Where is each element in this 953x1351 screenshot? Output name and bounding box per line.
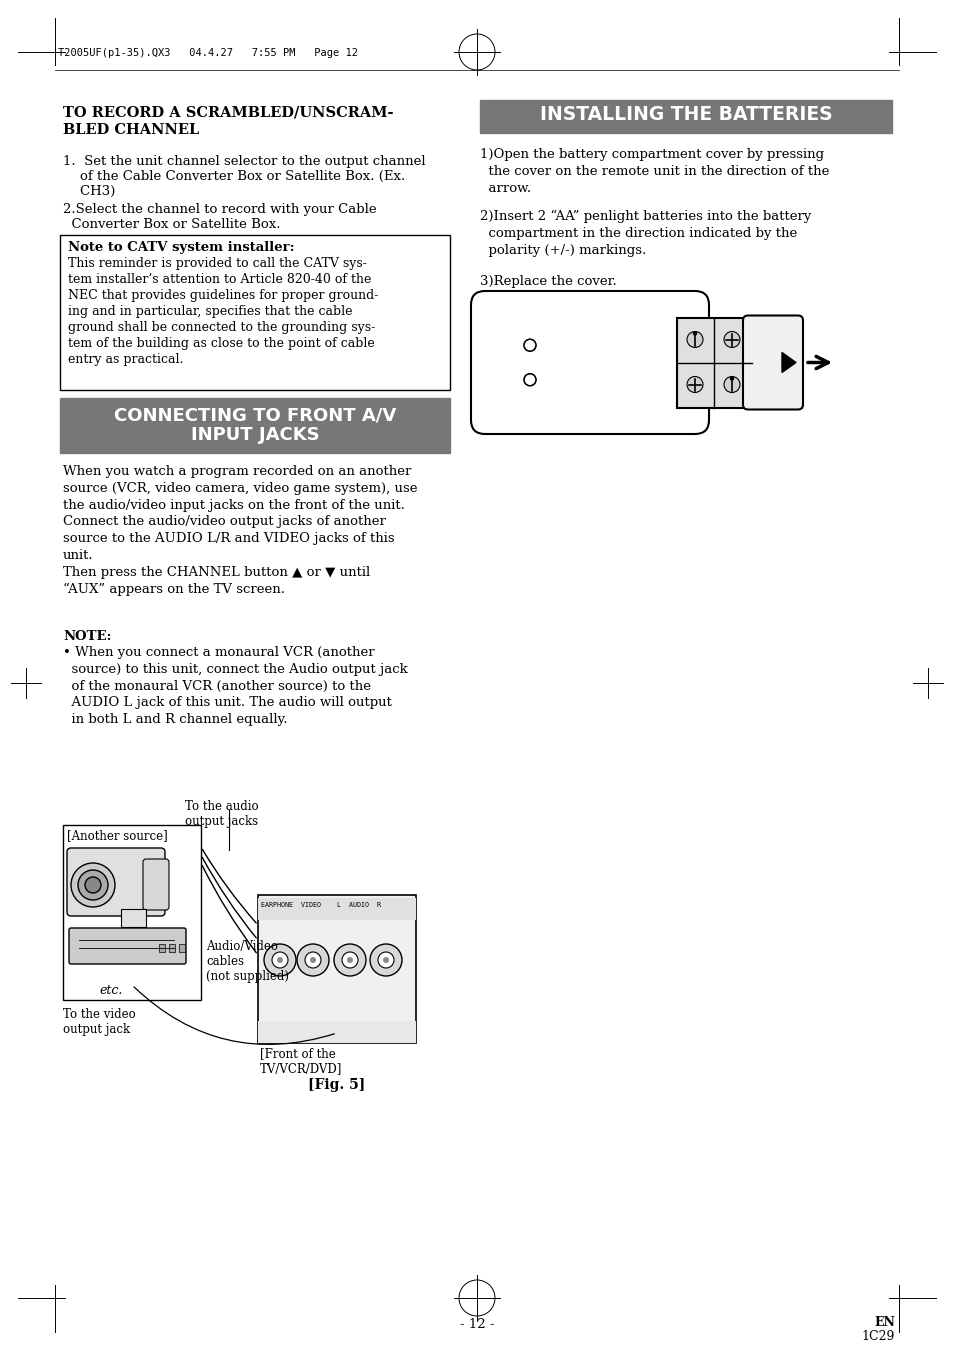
Text: ground shall be connected to the grounding sys-: ground shall be connected to the groundi… [68, 322, 375, 334]
Bar [479, 100, 891, 132]
Text: EARPHONE  VIDEO    L  AUDIO  R: EARPHONE VIDEO L AUDIO R [261, 902, 380, 908]
Text: TO RECORD A SCRAMBLED/UNSCRAM-
BLED CHANNEL: TO RECORD A SCRAMBLED/UNSCRAM- BLED CHAN… [63, 105, 393, 136]
Bar [63, 825, 201, 1000]
Text: ing and in particular, specifies that the cable: ing and in particular, specifies that th… [68, 305, 352, 317]
Circle shape [693, 332, 696, 335]
Circle shape [334, 944, 366, 975]
Text: [Another source]: [Another source] [67, 830, 168, 842]
Bar [257, 898, 416, 920]
Circle shape [523, 374, 536, 386]
Circle shape [85, 877, 101, 893]
Text: Note to CATV system installer:: Note to CATV system installer: [68, 240, 294, 254]
Circle shape [272, 952, 288, 969]
Circle shape [310, 957, 315, 963]
Text: [Front of the
TV/VCR/DVD]: [Front of the TV/VCR/DVD] [260, 1047, 342, 1075]
Text: Converter Box or Satellite Box.: Converter Box or Satellite Box. [63, 218, 280, 231]
Text: CONNECTING TO FRONT A/V: CONNECTING TO FRONT A/V [113, 407, 395, 424]
Text: 1)Open the battery compartment cover by pressing
  the cover on the remote unit : 1)Open the battery compartment cover by … [479, 149, 828, 195]
Text: 3)Replace the cover.: 3)Replace the cover. [479, 276, 616, 288]
Text: Audio/Video
cables
(not supplied): Audio/Video cables (not supplied) [206, 940, 289, 984]
Text: To the audio
output jacks: To the audio output jacks [185, 800, 258, 828]
FancyBboxPatch shape [143, 859, 169, 911]
Text: etc.: etc. [99, 984, 123, 997]
Circle shape [523, 339, 536, 351]
Text: of the Cable Converter Box or Satellite Box. (Ex.: of the Cable Converter Box or Satellite … [63, 170, 405, 182]
Circle shape [71, 863, 115, 907]
Text: This reminder is provided to call the CATV sys-: This reminder is provided to call the CA… [68, 257, 367, 270]
Text: entry as practical.: entry as practical. [68, 353, 183, 366]
Text: [Fig. 5]: [Fig. 5] [308, 1078, 365, 1092]
Text: NEC that provides guidelines for proper ground-: NEC that provides guidelines for proper … [68, 289, 378, 303]
Text: 2.Select the channel to record with your Cable: 2.Select the channel to record with your… [63, 203, 376, 216]
Circle shape [686, 331, 702, 347]
Text: EN: EN [873, 1316, 894, 1329]
Circle shape [305, 952, 320, 969]
Bar [159, 944, 165, 952]
Bar [60, 235, 450, 390]
Text: CH3): CH3) [63, 185, 115, 199]
FancyBboxPatch shape [69, 928, 186, 965]
Bar [257, 1021, 416, 1043]
Text: When you watch a program recorded on an another
source (VCR, video camera, video: When you watch a program recorded on an … [63, 465, 417, 596]
Circle shape [264, 944, 295, 975]
Text: NOTE:: NOTE: [63, 630, 112, 643]
Circle shape [347, 957, 353, 963]
Polygon shape [781, 353, 795, 373]
Circle shape [730, 377, 733, 380]
Bar [257, 894, 416, 1043]
Circle shape [723, 331, 740, 347]
Circle shape [296, 944, 329, 975]
Text: INSTALLING THE BATTERIES: INSTALLING THE BATTERIES [539, 105, 831, 124]
Text: 2)Insert 2 “AA” penlight batteries into the battery
  compartment in the directi: 2)Insert 2 “AA” penlight batteries into … [479, 209, 810, 257]
FancyBboxPatch shape [471, 290, 708, 434]
Circle shape [686, 377, 702, 393]
Bar [60, 399, 450, 453]
Circle shape [382, 957, 389, 963]
Circle shape [370, 944, 401, 975]
Text: 1C29: 1C29 [861, 1329, 894, 1343]
Text: To the video
output jack: To the video output jack [63, 1008, 135, 1036]
FancyBboxPatch shape [742, 316, 802, 409]
Text: tem installer’s attention to Article 820-40 of the: tem installer’s attention to Article 820… [68, 273, 371, 286]
Text: - 12 -: - 12 - [459, 1319, 494, 1331]
FancyBboxPatch shape [67, 848, 165, 916]
Bar [121, 909, 146, 927]
Bar [169, 944, 174, 952]
Bar [677, 317, 751, 408]
Bar [179, 944, 185, 952]
Text: tem of the building as close to the point of cable: tem of the building as close to the poin… [68, 336, 375, 350]
Text: T2005UF(p1-35).QX3   04.4.27   7:55 PM   Page 12: T2005UF(p1-35).QX3 04.4.27 7:55 PM Page … [58, 49, 357, 58]
Text: 1.  Set the unit channel selector to the output channel: 1. Set the unit channel selector to the … [63, 155, 425, 168]
Circle shape [276, 957, 283, 963]
Circle shape [723, 377, 740, 393]
Circle shape [377, 952, 394, 969]
Text: • When you connect a monaural VCR (another
  source) to this unit, connect the A: • When you connect a monaural VCR (anoth… [63, 646, 407, 727]
Circle shape [341, 952, 357, 969]
Circle shape [78, 870, 108, 900]
Text: INPUT JACKS: INPUT JACKS [191, 426, 319, 444]
